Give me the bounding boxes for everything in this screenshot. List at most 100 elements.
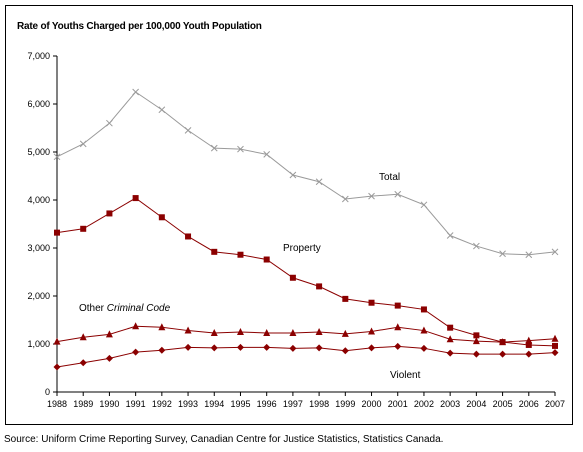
data-point xyxy=(315,344,323,352)
data-point xyxy=(289,344,297,352)
data-point xyxy=(158,214,165,221)
x-tick-label: 2004 xyxy=(466,399,486,409)
data-point xyxy=(211,248,218,255)
y-tick-label: 2,000 xyxy=(27,291,50,301)
data-point xyxy=(525,341,532,348)
data-point xyxy=(132,348,140,356)
data-point xyxy=(289,328,297,336)
y-tick-label: 3,000 xyxy=(27,243,50,253)
series-line xyxy=(56,197,556,347)
series-label: Total xyxy=(379,172,400,183)
data-point xyxy=(158,323,166,331)
data-point xyxy=(236,343,244,351)
series-other-criminal-code xyxy=(53,322,559,346)
series-property xyxy=(54,195,558,349)
y-tick-label: 1,000 xyxy=(27,339,50,349)
x-tick-label: 2007 xyxy=(545,399,565,409)
data-point xyxy=(315,328,323,335)
labels-layer: Total Property Other Criminal Code Violent xyxy=(79,172,421,381)
data-point xyxy=(210,328,218,336)
data-point xyxy=(473,332,480,339)
data-point xyxy=(263,151,271,158)
data-point xyxy=(525,251,533,259)
data-point xyxy=(472,350,480,358)
series-label: Other Criminal Code xyxy=(79,303,171,314)
x-tick-label: 1989 xyxy=(73,399,93,409)
data-point xyxy=(54,229,60,236)
x-tick-label: 1998 xyxy=(309,399,329,409)
data-point xyxy=(525,336,533,344)
series-total xyxy=(53,88,559,259)
series-line xyxy=(56,91,556,256)
data-point xyxy=(184,326,192,334)
data-point xyxy=(105,330,113,338)
data-point xyxy=(53,363,61,371)
x-tick-label: 2000 xyxy=(362,399,382,409)
data-point xyxy=(420,344,428,352)
data-point xyxy=(446,335,454,343)
x-tick-label: 1991 xyxy=(126,399,146,409)
data-point xyxy=(420,201,428,209)
x-tick-label: 1996 xyxy=(257,399,277,409)
data-point xyxy=(368,327,376,335)
data-point xyxy=(551,248,559,256)
data-point xyxy=(420,306,427,313)
data-point xyxy=(132,322,140,330)
x-tick-label: 2003 xyxy=(440,399,460,409)
x-tick-label: 1988 xyxy=(47,399,67,409)
data-point xyxy=(341,347,349,355)
axes: 0 1,000 2,000 3,000 4,000 5,000 6,000 7,000 1988… xyxy=(27,51,565,409)
data-point xyxy=(341,329,349,337)
data-point xyxy=(420,326,428,334)
data-point xyxy=(132,88,139,96)
data-point xyxy=(525,350,533,358)
data-point xyxy=(551,334,559,342)
data-point xyxy=(79,140,87,148)
data-point xyxy=(185,233,192,240)
data-point xyxy=(106,210,113,217)
data-point xyxy=(263,256,270,263)
data-point xyxy=(263,343,271,351)
data-point xyxy=(53,153,61,161)
data-point xyxy=(499,338,507,346)
data-point xyxy=(237,145,244,153)
series-line xyxy=(56,345,556,368)
x-tick-label: 1995 xyxy=(230,399,250,409)
x-tick-label: 1992 xyxy=(152,399,172,409)
y-tick-label: 7,000 xyxy=(27,51,50,61)
chart-frame xyxy=(5,5,573,425)
y-tick-label: 4,000 xyxy=(27,195,50,205)
data-point xyxy=(289,274,296,281)
data-point xyxy=(237,251,244,258)
data-point xyxy=(368,344,376,352)
data-point xyxy=(289,171,297,179)
series-label: Violent xyxy=(390,370,421,381)
data-point xyxy=(106,119,113,127)
data-point xyxy=(394,302,401,309)
x-tick-label: 1999 xyxy=(335,399,355,409)
x-tick-label: 1990 xyxy=(99,399,119,409)
data-point xyxy=(132,195,139,202)
data-point xyxy=(446,232,454,239)
data-point xyxy=(184,343,192,351)
data-point xyxy=(499,250,506,258)
x-tick-label: 1993 xyxy=(178,399,198,409)
data-point xyxy=(79,333,87,341)
x-tick-label: 2006 xyxy=(519,399,539,409)
source-note: Source: Uniform Crime Reporting Survey, … xyxy=(4,434,444,445)
data-point xyxy=(394,342,402,350)
data-point xyxy=(316,283,323,290)
data-point xyxy=(552,342,558,349)
data-point xyxy=(342,295,349,302)
data-point xyxy=(53,337,61,345)
data-point xyxy=(158,106,166,114)
data-point xyxy=(158,346,166,354)
data-point xyxy=(394,323,402,331)
data-point xyxy=(394,190,402,198)
x-tick-label: 2001 xyxy=(388,399,408,409)
data-point xyxy=(551,349,559,357)
y-tick-label: 0 xyxy=(45,387,50,397)
data-point xyxy=(210,144,218,152)
data-point xyxy=(499,350,507,358)
data-point xyxy=(447,324,454,331)
